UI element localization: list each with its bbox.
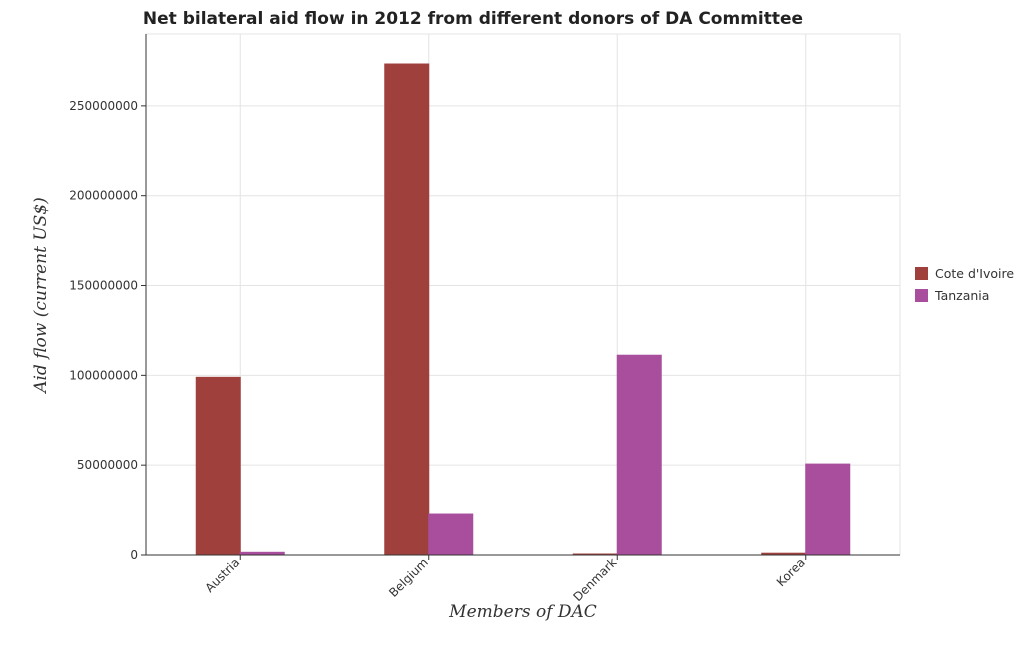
chart-title: Net bilateral aid flow in 2012 from diff… [143, 9, 803, 29]
bar-cote-d-ivoire-belgium [384, 63, 430, 556]
x-tick-label: Denmark [570, 555, 619, 604]
bar-tanzania-belgium [428, 513, 474, 556]
x-axis-label: Members of DAC [448, 602, 597, 622]
y-tick-label: 100000000 [69, 368, 138, 382]
x-tick-label: Belgium [386, 555, 431, 600]
bar-tanzania-korea [805, 463, 851, 556]
legend: Cote d'Ivoire Tanzania [915, 266, 1014, 303]
legend-swatch [915, 289, 928, 302]
axes: 0 50000000 100000000 150000000 200000000 2500… [69, 34, 900, 604]
x-tick-label: Korea [774, 555, 808, 589]
y-tick-label: 150000000 [69, 279, 138, 293]
plot-frame [145, 33, 901, 556]
bar-tanzania-denmark [616, 354, 662, 556]
y-tick-label: 0 [130, 548, 138, 562]
y-tick-label: 50000000 [77, 458, 138, 472]
legend-swatch [915, 267, 928, 280]
grid [145, 33, 901, 556]
bar-cote-d-ivoire-austria [195, 376, 241, 556]
y-axis-label: Aid flow (current US$) [31, 197, 51, 395]
x-tick-label: Austria [202, 555, 242, 595]
y-tick-label: 200000000 [69, 189, 138, 203]
legend-label: Cote d'Ivoire [935, 266, 1014, 281]
bars [195, 63, 851, 556]
legend-label: Tanzania [934, 288, 989, 303]
y-tick-label: 250000000 [69, 99, 138, 113]
